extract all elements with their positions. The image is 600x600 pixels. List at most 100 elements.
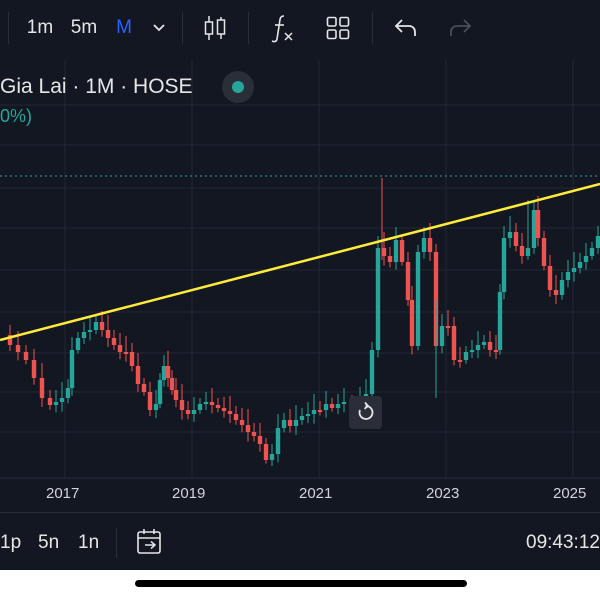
candle-body	[519, 246, 525, 256]
candle-body	[381, 248, 387, 256]
candle-body	[209, 402, 215, 405]
candle-body	[547, 266, 553, 290]
candle-body	[227, 411, 233, 414]
candle-body	[191, 410, 197, 414]
candle-body	[497, 292, 503, 350]
candles-icon[interactable]	[203, 14, 227, 42]
candle-body	[233, 414, 239, 420]
candle-body	[81, 332, 87, 338]
market-status-indicator[interactable]	[222, 71, 254, 103]
x-axis-tick-label: 2025	[553, 485, 587, 502]
candle-body	[565, 272, 571, 280]
candle-body	[541, 238, 547, 266]
candle-body	[305, 414, 311, 416]
candle-body	[263, 444, 269, 460]
interval-month-button[interactable]: M	[116, 17, 132, 38]
reset-icon	[358, 401, 374, 420]
candle-body	[65, 388, 71, 398]
candle-body	[311, 410, 317, 414]
candle-body	[53, 402, 59, 405]
candle-body	[559, 280, 565, 295]
candle-body	[451, 326, 457, 360]
candle-body	[111, 338, 117, 345]
candle-body	[31, 360, 37, 378]
interval-5m-button[interactable]: 5m	[70, 17, 98, 38]
candle-body	[553, 290, 559, 295]
candle-body	[185, 410, 191, 414]
candle-body	[161, 366, 167, 380]
candle-body	[469, 350, 475, 352]
candle-body	[75, 338, 81, 350]
bottom-toolbar	[0, 512, 600, 571]
candle-body	[589, 248, 595, 256]
candle-body	[375, 248, 381, 350]
interval-1m-button[interactable]: 1m	[26, 17, 54, 38]
candle-body	[197, 404, 203, 410]
candle-body	[123, 352, 129, 354]
candle-body	[179, 400, 185, 410]
trendline	[0, 182, 600, 342]
current-time: 09:43:12	[526, 532, 600, 553]
candle-body	[405, 262, 411, 300]
top-toolbar: 1m 5m M	[0, 0, 600, 56]
candle-body	[487, 342, 493, 350]
candle-body	[165, 366, 171, 378]
candle-body	[59, 398, 65, 402]
candle-body	[513, 232, 519, 246]
price-chart[interactable]	[0, 60, 600, 480]
price-change-text: 0%)	[0, 106, 33, 126]
bottom-separator	[116, 528, 117, 558]
candle-body	[275, 428, 281, 454]
x-axis-tick-label: 2019	[172, 485, 206, 502]
candle-body	[117, 345, 123, 352]
reset-chart-button[interactable]	[349, 396, 382, 429]
home-indicator[interactable]	[135, 580, 467, 587]
candle-body	[457, 360, 463, 362]
candle-body	[335, 404, 341, 408]
x-axis-tick-label: 2017	[46, 485, 80, 502]
candle-body	[47, 398, 53, 405]
candle-body	[583, 256, 589, 262]
candle-body	[281, 420, 287, 428]
range-button[interactable]: 5n	[38, 532, 60, 553]
candle-body	[501, 238, 507, 292]
candle-body	[245, 425, 251, 432]
candle-body	[87, 330, 93, 332]
symbol-legend[interactable]: Gia Lai · 1M · HOSE	[0, 75, 193, 98]
candle-body	[203, 402, 209, 404]
x-axis-tick-label: 2021	[299, 485, 333, 502]
candle-body	[475, 345, 481, 350]
x-axis-tick-label: 2023	[426, 485, 460, 502]
candle-body	[23, 352, 29, 360]
candle-body	[99, 322, 105, 330]
candle-body	[439, 326, 445, 346]
candle-body	[157, 380, 163, 404]
candle-body	[577, 262, 583, 268]
candle-body	[251, 432, 257, 436]
chevron-down-icon[interactable]	[151, 20, 167, 36]
candle-body	[317, 410, 323, 412]
range-button[interactable]: 1n	[78, 532, 100, 553]
candle-body	[393, 240, 399, 262]
candle-body	[7, 335, 13, 345]
redo-icon[interactable]	[448, 17, 472, 39]
candle-body	[415, 252, 421, 346]
candle-body	[135, 366, 141, 384]
formula-icon[interactable]	[270, 13, 296, 43]
candle-body	[141, 384, 147, 392]
candle-body	[369, 350, 375, 394]
go-to-date-icon[interactable]	[136, 528, 164, 556]
candle-body	[531, 210, 537, 248]
candle-body	[299, 416, 305, 420]
candle-body	[129, 352, 135, 366]
toolbar-separator	[248, 12, 249, 44]
candle-body	[421, 238, 427, 252]
candle-body	[433, 252, 439, 346]
candle-body	[329, 404, 335, 408]
candle-body	[105, 330, 111, 338]
layout-grid-icon[interactable]	[326, 16, 350, 40]
range-button[interactable]: 1p	[0, 532, 22, 553]
candle-body	[387, 256, 393, 262]
candle-body	[525, 248, 531, 256]
undo-icon[interactable]	[394, 17, 418, 39]
